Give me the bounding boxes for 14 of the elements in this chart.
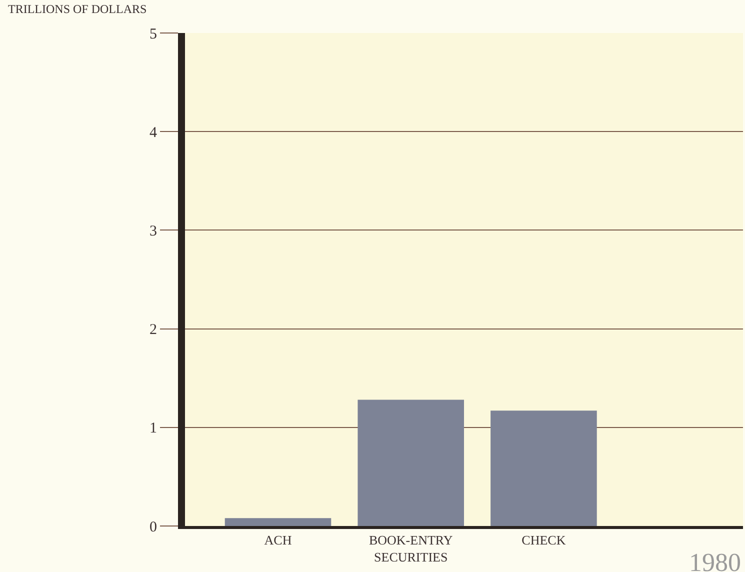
- bar: [358, 400, 464, 526]
- text: 1980: [689, 548, 741, 572]
- y-tick-label: 4: [150, 124, 158, 141]
- y-tick-label: 5: [150, 26, 157, 42]
- y-tick-label: 3: [150, 223, 157, 240]
- y-axis-title: TRILLIONS OF DOLLARS: [8, 2, 147, 16]
- x-tick-label: ACH: [264, 532, 292, 548]
- bar: [224, 518, 332, 526]
- y-tick-label: 2: [150, 322, 157, 338]
- x-tick-label: BOOK-ENTRY SECURITIES: [368, 532, 454, 564]
- x-tick-label: CHECK: [522, 532, 566, 548]
- y-tick-label: 0: [150, 519, 157, 536]
- y-tick-label: 1: [150, 420, 157, 437]
- bar: [490, 410, 597, 526]
